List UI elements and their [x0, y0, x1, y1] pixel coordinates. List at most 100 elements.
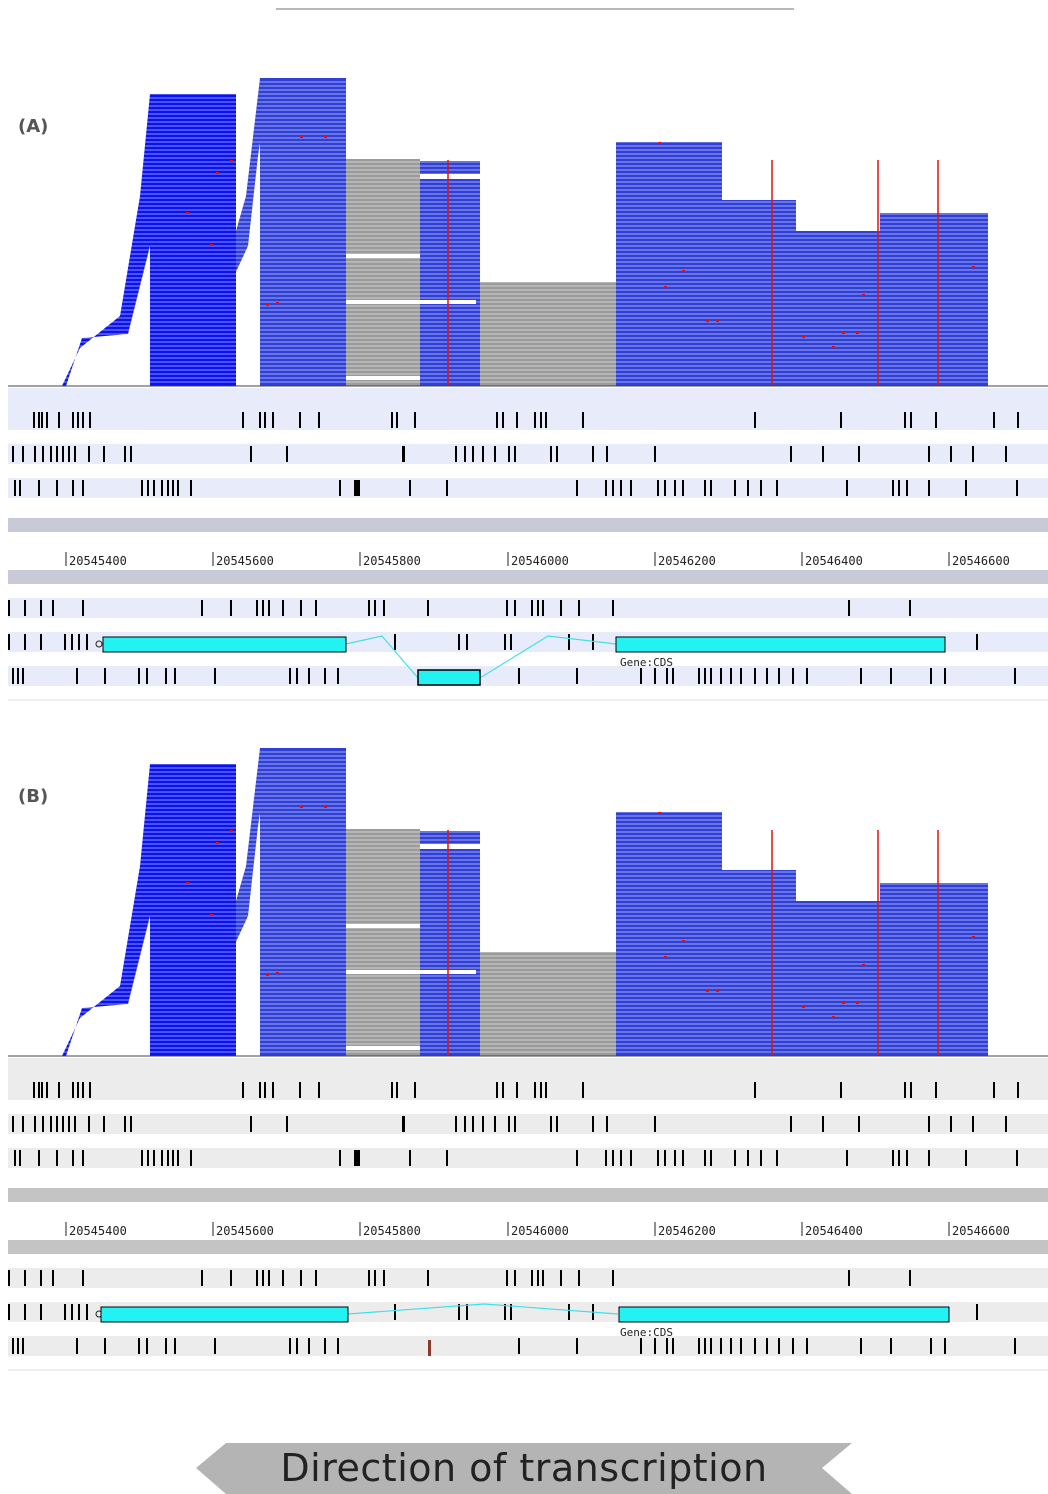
feature-tick: [458, 1304, 460, 1320]
feature-tick: [141, 1150, 143, 1166]
gene-start-icon: [95, 640, 103, 648]
cds-exon-2: [417, 669, 481, 686]
feature-tick: [909, 1270, 911, 1286]
ruler-tick-label: 20546600: [952, 554, 1010, 568]
read-gap: [346, 924, 420, 928]
feature-tick: [766, 1338, 768, 1354]
feature-tick: [760, 480, 762, 496]
read-stack-2: [346, 829, 420, 1056]
feature-tick: [540, 412, 542, 428]
feature-tick: [64, 634, 66, 650]
ruler-tick-label: 20546200: [658, 1224, 716, 1238]
feature-tick: [822, 1116, 824, 1132]
feature-tick: [64, 1304, 66, 1320]
mismatch-dot-3: [210, 244, 213, 246]
feature-tick: [904, 1082, 906, 1098]
feature-tick: [22, 1338, 24, 1354]
feature-tick: [556, 1116, 558, 1132]
feature-tick: [1016, 480, 1018, 496]
mismatch-dot-16: [832, 346, 835, 348]
feature-tick: [682, 480, 684, 496]
ruler-tick-label: 20545800: [363, 554, 421, 568]
read-stack-fringe-0: [62, 764, 170, 1056]
feature-tick: [190, 480, 192, 496]
feature-tick: [560, 600, 562, 616]
feature-tick: [972, 1116, 974, 1132]
mismatch-dot-16: [832, 1016, 835, 1018]
cds-exon-3: [615, 636, 946, 653]
feature-tick: [76, 1338, 78, 1354]
feature-tick: [545, 1082, 547, 1098]
deleted-exon-marker: [428, 1340, 431, 1356]
feature-tick: [286, 446, 288, 462]
feature-tick: [976, 634, 978, 650]
mismatch-dot-11: [716, 990, 719, 992]
feature-tick: [41, 412, 43, 428]
feature-tick: [256, 600, 258, 616]
mismatch-dot-4: [300, 136, 303, 138]
feature-tick: [71, 634, 73, 650]
feature-tick: [17, 1338, 19, 1354]
feature-tick: [510, 1304, 512, 1320]
feature-tick: [1014, 1338, 1016, 1354]
feature-tick: [167, 480, 169, 496]
feature-tick: [24, 1304, 26, 1320]
feature-tick: [104, 668, 106, 684]
feature-tick: [778, 1338, 780, 1354]
feature-tick: [514, 446, 516, 462]
feature-tick: [38, 1082, 40, 1098]
feature-tick: [504, 1304, 506, 1320]
track-band-0: [8, 1080, 1048, 1100]
feature-tick: [892, 1150, 894, 1166]
direction-of-transcription-arrow: Direction of transcription: [196, 1443, 852, 1494]
mismatch-dot-2: [186, 212, 189, 214]
feature-tick: [542, 1270, 544, 1286]
feature-tick: [8, 600, 10, 616]
read-gap: [346, 376, 420, 380]
feature-tick: [582, 1082, 584, 1098]
feature-tick: [86, 1304, 88, 1320]
feature-tick: [508, 446, 510, 462]
feature-tick: [672, 1338, 674, 1354]
feature-tick: [374, 600, 376, 616]
feature-tick: [890, 1338, 892, 1354]
feature-tick: [40, 1270, 42, 1286]
feature-tick: [766, 668, 768, 684]
feature-tick: [214, 668, 216, 684]
feature-tick: [172, 480, 174, 496]
feature-tick: [172, 1150, 174, 1166]
feature-tick: [33, 412, 35, 428]
feature-tick: [165, 668, 167, 684]
feature-tick: [514, 600, 516, 616]
read-gap: [346, 300, 476, 304]
feature-tick: [299, 412, 301, 428]
feature-tick: [504, 634, 506, 650]
feature-tick: [383, 1270, 385, 1286]
feature-tick: [396, 1082, 398, 1098]
feature-tick: [950, 446, 952, 462]
feature-tick: [582, 412, 584, 428]
feature-tick: [153, 480, 155, 496]
feature-tick: [516, 412, 518, 428]
feature-tick: [300, 600, 302, 616]
feature-tick: [324, 668, 326, 684]
feature-tick: [165, 1338, 167, 1354]
mismatch-dot-10: [706, 320, 709, 322]
feature-tick: [976, 1304, 978, 1320]
feature-tick: [508, 1116, 510, 1132]
feature-tick: [339, 480, 341, 496]
feature-tick: [76, 668, 78, 684]
feature-tick: [24, 634, 26, 650]
track-band-5: [8, 666, 1048, 686]
feature-tick: [482, 446, 484, 462]
feature-tick: [496, 1082, 498, 1098]
feature-tick: [455, 1116, 457, 1132]
feature-tick: [494, 446, 496, 462]
feature-tick: [34, 1116, 36, 1132]
feature-tick: [776, 1150, 778, 1166]
feature-tick: [89, 412, 91, 428]
feature-tick: [792, 1338, 794, 1354]
feature-tick: [606, 1116, 608, 1132]
feature-tick: [40, 634, 42, 650]
feature-tick: [74, 1116, 76, 1132]
